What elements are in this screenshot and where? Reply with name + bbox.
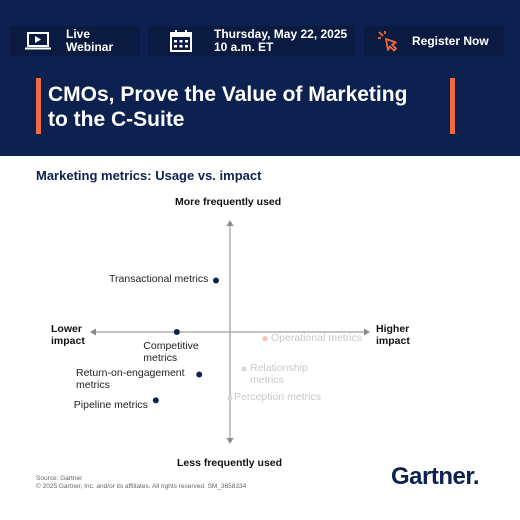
point-marker-7 [152, 397, 159, 404]
calendar-icon [148, 29, 214, 53]
point-label-4-line-1: Relationship [250, 361, 308, 374]
footer-source: Source: Gartner [36, 475, 83, 482]
axis-label-right: Higher impact [376, 323, 410, 347]
point-marker-3 [262, 336, 268, 342]
axis-label-right-line2: impact [376, 335, 410, 347]
point-marker-1 [213, 277, 219, 284]
axis-label-right-line1: Higher [376, 323, 410, 335]
logo-dot: . [472, 463, 480, 490]
point-label-3: Operational metrics [271, 332, 362, 344]
event-date: Thursday, May 22, 2025 [214, 27, 348, 41]
axis-label-top: More frequently used [175, 196, 282, 208]
axis-label-left-line1: Lower [51, 323, 82, 335]
headline-line1: CMOs, Prove the Value of Marketing [48, 83, 408, 106]
headline: CMOs, Prove the Value of Marketing to the… [36, 78, 456, 134]
point-label-3-line-1: Operational metrics [271, 331, 363, 344]
point-label-4-line-2: metrics [250, 373, 284, 386]
y-axis-arrow-top [226, 220, 234, 226]
accent-bar-right [450, 78, 455, 134]
point-label-6: Perception metrics [234, 391, 321, 403]
point-label-5-line-1: Return-on-engagement [76, 366, 185, 379]
point-label-5-line-2: metrics [76, 378, 110, 391]
chart-title: Marketing metrics: Usage vs. impact [36, 168, 262, 183]
point-label-7: Pipeline metrics [74, 399, 148, 411]
webinar-banner: Live Webinar Thursday, May 22, 2025 10 a.m… [0, 0, 520, 156]
point-label-1-line-1: Transactional metrics [109, 273, 209, 286]
point-label-6-line-1: Perception metrics [234, 391, 321, 404]
live-webinar-badge: Live Webinar [10, 26, 140, 56]
logo-text: Gartner [391, 463, 473, 490]
point-label-2-line-1: Competitive [143, 340, 199, 352]
point-marker-6 [227, 395, 233, 401]
quadrant-plot [90, 220, 370, 444]
point-label-2-line-2: metrics [143, 352, 178, 364]
register-now-button[interactable]: Register Now [364, 26, 504, 56]
event-time: 10 a.m. ET [214, 40, 274, 54]
webinar-label: Webinar [66, 40, 114, 54]
point-label-4: Relationship metrics [250, 362, 308, 386]
point-label-5: Return-on-engagement metrics [76, 367, 185, 391]
cursor-click-icon [364, 30, 412, 52]
axis-label-bottom: Less frequently used [177, 457, 283, 469]
headline-line2: to the C-Suite [48, 108, 185, 131]
footer-copyright: © 2025 Gartner, Inc. and/or its affiliat… [36, 483, 247, 490]
point-marker-5 [196, 371, 203, 378]
register-label: Register Now [412, 33, 489, 48]
point-marker-2 [173, 329, 180, 335]
event-info-bar: Live Webinar Thursday, May 22, 2025 10 a.m… [0, 26, 520, 56]
point-label-7-line-1: Pipeline metrics [73, 399, 148, 412]
y-axis-arrow-bottom [226, 438, 234, 444]
x-axis-arrow-left [90, 328, 96, 336]
point-marker-4 [241, 366, 247, 372]
point-label-2: Competitive metrics [143, 340, 198, 364]
event-date-badge: Thursday, May 22, 2025 10 a.m. ET [148, 26, 354, 56]
axis-label-left-line2: impact [51, 335, 85, 347]
accent-bar-left [36, 78, 41, 134]
x-axis-arrow-right [364, 328, 370, 336]
gartner-logo: Gartner. [391, 463, 480, 491]
point-label-1: Transactional metrics [109, 273, 208, 285]
footer: Source: Gartner © 2025 Gartner, Inc. and… [36, 475, 246, 491]
monitor-icon [10, 31, 66, 51]
axis-label-left: Lower impact [51, 323, 85, 347]
live-label: Live [66, 27, 91, 41]
